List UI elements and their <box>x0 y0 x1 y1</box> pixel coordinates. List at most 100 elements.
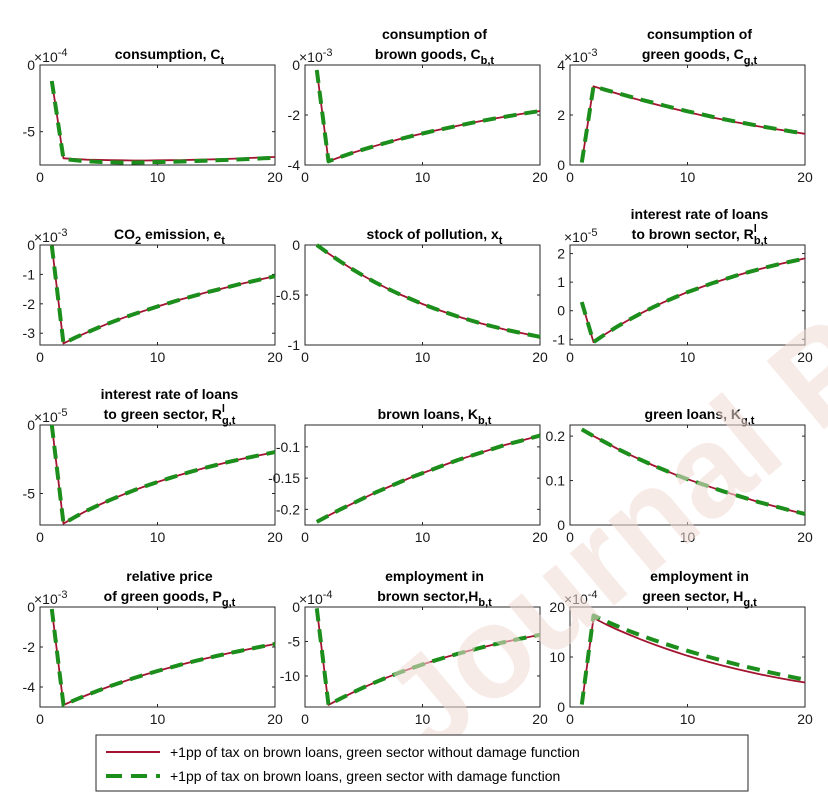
y-tick-label: -3 <box>23 325 36 341</box>
y-tick-label: -5 <box>23 124 36 140</box>
chart-panel-9: 0 10 20 0.2 0.1 0 green loans, Kg,t <box>546 406 813 545</box>
y-tick-label: -2 <box>23 639 36 655</box>
y-tick-label: 4 <box>557 57 565 73</box>
x-tick-label: 10 <box>150 529 166 545</box>
chart-title-line-1: CO2 emission, et <box>114 226 225 247</box>
x-tick-label: 0 <box>301 349 309 365</box>
y-tick-label: 0 <box>27 417 35 433</box>
y-tick-label: -4 <box>23 679 36 695</box>
x-tick-label: 20 <box>267 711 283 727</box>
chart-title-line-1: green loans, Kg,t <box>645 406 755 427</box>
x-tick-label: 20 <box>267 349 283 365</box>
y-tick-label: 0 <box>292 57 300 73</box>
legend-box <box>95 734 749 792</box>
x-tick-label: 0 <box>566 529 574 545</box>
x-tick-label: 20 <box>532 169 548 185</box>
x-tick-label: 0 <box>36 711 44 727</box>
y-tick-label: 0 <box>27 57 35 73</box>
x-tick-label: 0 <box>301 169 309 185</box>
chart-title-line-1: employment in <box>650 568 749 584</box>
x-tick-label: 10 <box>150 169 166 185</box>
y-tick-label: 0 <box>292 599 300 615</box>
y-tick-label: 0 <box>557 157 565 173</box>
x-tick-label: 10 <box>680 169 696 185</box>
y-tick-label: -1 <box>288 337 301 353</box>
x-tick-label: 20 <box>532 711 548 727</box>
series-line-2 <box>49 424 276 526</box>
series-line-2 <box>49 245 276 346</box>
y-tick-label: 1 <box>557 274 565 290</box>
x-tick-label: 10 <box>680 711 696 727</box>
x-tick-label: 20 <box>267 529 283 545</box>
chart-title-line-2: of green goods, Pg,t <box>104 588 236 609</box>
chart-title-line-2: green sector, Hg,t <box>642 588 757 609</box>
x-tick-label: 20 <box>797 169 813 185</box>
chart-title-line-1: interest rate of loans <box>631 206 769 222</box>
y-tick-label: -0.2 <box>276 501 300 517</box>
chart-title-line-1: consumption, Ct <box>115 46 225 67</box>
chart-title-line-1: stock of pollution, xt <box>367 226 503 247</box>
chart-title-line-1: brown loans, Kb,t <box>378 406 492 427</box>
x-tick-label: 10 <box>415 529 431 545</box>
x-tick-label: 20 <box>797 349 813 365</box>
y-tick-label: 20 <box>549 599 565 615</box>
series-line-2 <box>314 608 541 707</box>
series-line-2 <box>579 613 806 705</box>
x-tick-label: 20 <box>532 349 548 365</box>
x-tick-label: 10 <box>415 711 431 727</box>
chart-title-line-1: consumption of <box>382 26 487 42</box>
x-tick-label: 0 <box>36 169 44 185</box>
chart-title-line-2: brown goods, Cb,t <box>375 46 495 67</box>
y-tick-label: -2 <box>23 296 36 312</box>
series-line-2 <box>579 256 806 345</box>
x-tick-label: 0 <box>566 711 574 727</box>
x-tick-label: 10 <box>150 711 166 727</box>
y-tick-label: -5 <box>288 633 301 649</box>
series-line-2 <box>580 427 806 516</box>
x-tick-label: 20 <box>797 711 813 727</box>
x-tick-label: 0 <box>36 349 44 365</box>
legend-label-series-2: +1pp of tax on brown loans, green sector… <box>170 768 560 784</box>
y-tick-label: 2 <box>557 107 565 123</box>
chart-title-line-2: green goods, Cg,t <box>642 46 758 67</box>
x-tick-label: 10 <box>150 349 166 365</box>
x-tick-label: 0 <box>36 529 44 545</box>
y-tick-label: -4 <box>288 157 301 173</box>
x-tick-label: 0 <box>301 529 309 545</box>
x-tick-label: 10 <box>680 529 696 545</box>
y-tick-label: 2 <box>557 246 565 262</box>
chart-title-line-1: consumption of <box>647 26 752 42</box>
legend: +1pp of tax on brown loans, green sector… <box>95 734 749 792</box>
y-tick-label: -0.15 <box>268 470 300 486</box>
x-tick-label: 0 <box>566 349 574 365</box>
chart-title-line-1: employment in <box>385 568 484 584</box>
chart-panel-8: 0 10 20 -0.1 -0.15 -0.2 brown loans, Kb,t <box>268 406 548 545</box>
legend-label-series-1: +1pp of tax on brown loans, green sector… <box>170 744 580 760</box>
x-tick-label: 0 <box>301 711 309 727</box>
chart-title-line-1: relative price <box>126 568 213 584</box>
y-tick-label: 0 <box>557 699 565 715</box>
y-tick-label: 0 <box>557 303 565 319</box>
series-line-2 <box>49 608 276 707</box>
series-line-2 <box>315 433 541 524</box>
y-tick-label: 0 <box>292 237 300 253</box>
y-tick-label: -10 <box>280 668 300 684</box>
chart-panel-5: 0 10 20 0 -0.5 -1 stock of pollution, xt <box>276 226 548 365</box>
series-line-2 <box>579 84 806 163</box>
y-tick-label: -5 <box>23 485 36 501</box>
chart-title-line-2: brown sector,Hb,t <box>377 588 492 609</box>
x-tick-label: 10 <box>415 349 431 365</box>
x-tick-label: 20 <box>797 529 813 545</box>
x-tick-label: 20 <box>267 169 283 185</box>
series-line-2 <box>314 69 541 164</box>
y-tick-label: -1 <box>553 331 566 347</box>
y-tick-label: -0.5 <box>276 287 300 303</box>
x-tick-label: 0 <box>566 169 574 185</box>
